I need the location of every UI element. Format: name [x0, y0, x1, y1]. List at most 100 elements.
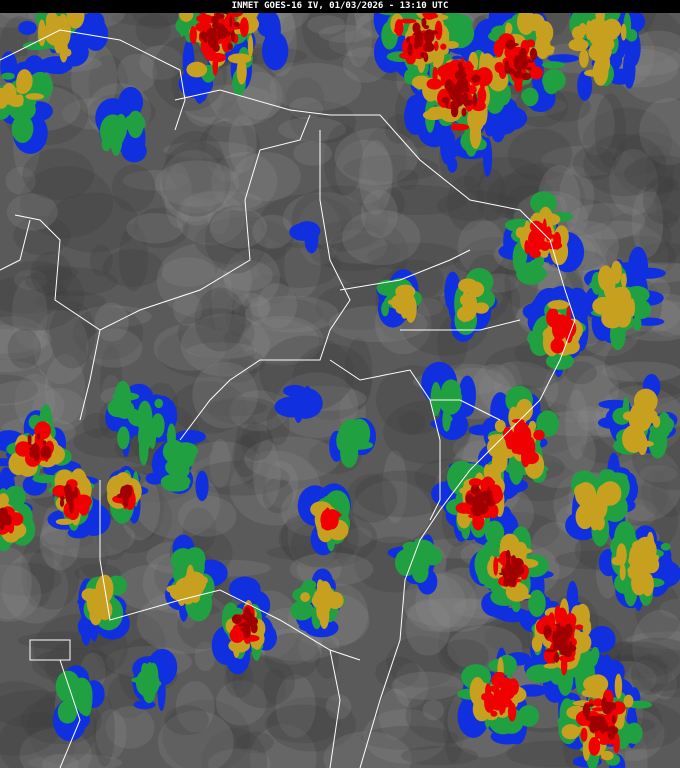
cloud-texture	[359, 139, 393, 215]
cloud-texture	[211, 266, 233, 336]
cloud-yellow	[16, 84, 29, 95]
cloud-texture	[396, 169, 419, 190]
cloud-red	[426, 78, 443, 90]
cloud-texture	[379, 188, 405, 218]
cloud-blue	[588, 625, 616, 653]
cloud-dark-red	[518, 55, 525, 68]
cloud-texture	[307, 15, 346, 35]
cloud-texture	[41, 753, 79, 768]
cloud-texture	[122, 170, 189, 191]
cloud-texture	[12, 278, 48, 349]
cloud-texture	[105, 706, 155, 749]
cloud-dark-red	[472, 92, 478, 107]
cloud-green	[114, 400, 135, 419]
cloud-texture	[135, 13, 172, 47]
cloud-yellow	[514, 547, 533, 554]
cloud-texture	[161, 257, 216, 287]
cloud-blue	[493, 106, 528, 131]
cloud-red	[433, 40, 439, 52]
cloud-yellow	[604, 38, 615, 51]
cloud-texture	[232, 655, 296, 709]
cloud-dark-red	[526, 66, 532, 71]
cloud-texture	[334, 139, 394, 204]
cloud-blue	[404, 97, 427, 136]
cloud-texture	[126, 213, 184, 244]
cloud-dark-red	[611, 715, 616, 724]
cloud-blue	[228, 576, 261, 602]
cloud-texture	[613, 131, 680, 197]
cloud-texture	[0, 261, 85, 331]
border-line	[99, 480, 361, 661]
cloud-texture	[237, 297, 324, 330]
cloud-texture	[422, 699, 445, 721]
cloud-dark-red	[607, 727, 616, 740]
cloud-texture	[652, 668, 678, 700]
cloud-dark-red	[423, 29, 435, 43]
cloud-red	[523, 451, 539, 465]
cloud-blue	[195, 470, 209, 502]
cloud-texture	[393, 662, 429, 708]
cloud-texture	[1, 552, 69, 624]
cloud-dark-red	[74, 486, 78, 499]
cloud-red	[491, 674, 501, 686]
cloud-dark-red	[233, 21, 240, 28]
cloud-dark-red	[239, 622, 251, 627]
cloud-texture	[249, 296, 271, 318]
cloud-green	[132, 115, 140, 125]
cloud-dark-red	[222, 27, 228, 34]
cloud-yellow	[584, 500, 602, 515]
cloud-dark-red	[229, 16, 233, 28]
cloud-green	[463, 664, 488, 681]
cloud-texture	[229, 390, 289, 432]
cloud-texture	[265, 460, 299, 509]
cloud-red	[527, 61, 536, 69]
cloud-yellow	[543, 663, 558, 669]
cloud-blue	[577, 70, 593, 101]
cloud-yellow	[492, 449, 510, 458]
cloud-red	[488, 503, 499, 519]
cloud-texture	[26, 544, 80, 610]
cloud-texture	[176, 191, 246, 246]
cloud-yellow	[432, 58, 441, 69]
cloud-texture	[360, 189, 398, 238]
cloud-yellow	[8, 452, 29, 476]
cloud-texture	[117, 53, 157, 93]
cloud-texture	[344, 337, 373, 410]
cloud-green	[172, 442, 198, 460]
cloud-yellow	[0, 493, 9, 507]
cloud-texture	[180, 313, 270, 377]
cloud-texture	[154, 160, 240, 207]
cloud-texture	[186, 342, 257, 359]
cloud-texture	[264, 704, 341, 744]
cloud-yellow	[95, 593, 101, 617]
border-line	[339, 249, 471, 291]
cloud-texture	[594, 93, 627, 168]
cloud-red	[398, 18, 417, 24]
cloud-green	[117, 426, 130, 450]
cloud-green	[11, 114, 34, 144]
cloud-yellow	[311, 592, 332, 610]
cloud-red	[528, 66, 544, 80]
cloud-dark-red	[450, 105, 459, 118]
cloud-red	[543, 648, 556, 664]
cloud-green	[154, 398, 164, 409]
cloud-texture	[259, 335, 355, 412]
cloud-dark-red	[582, 703, 591, 718]
cloud-red	[477, 86, 487, 105]
cloud-texture	[164, 163, 192, 229]
cloud-texture	[577, 93, 615, 156]
cloud-texture	[641, 469, 669, 515]
cloud-green	[632, 316, 642, 332]
cloud-yellow	[641, 572, 654, 597]
cloud-texture	[270, 62, 362, 111]
border-line	[59, 659, 81, 768]
cloud-texture	[223, 249, 281, 307]
cloud-texture	[183, 190, 262, 212]
cloud-texture	[613, 637, 680, 692]
border-line	[14, 214, 101, 421]
cloud-texture	[386, 636, 459, 688]
cloud-texture	[360, 725, 459, 751]
cloud-texture	[165, 131, 225, 193]
cloud-texture	[278, 117, 346, 142]
cloud-texture	[82, 412, 111, 438]
